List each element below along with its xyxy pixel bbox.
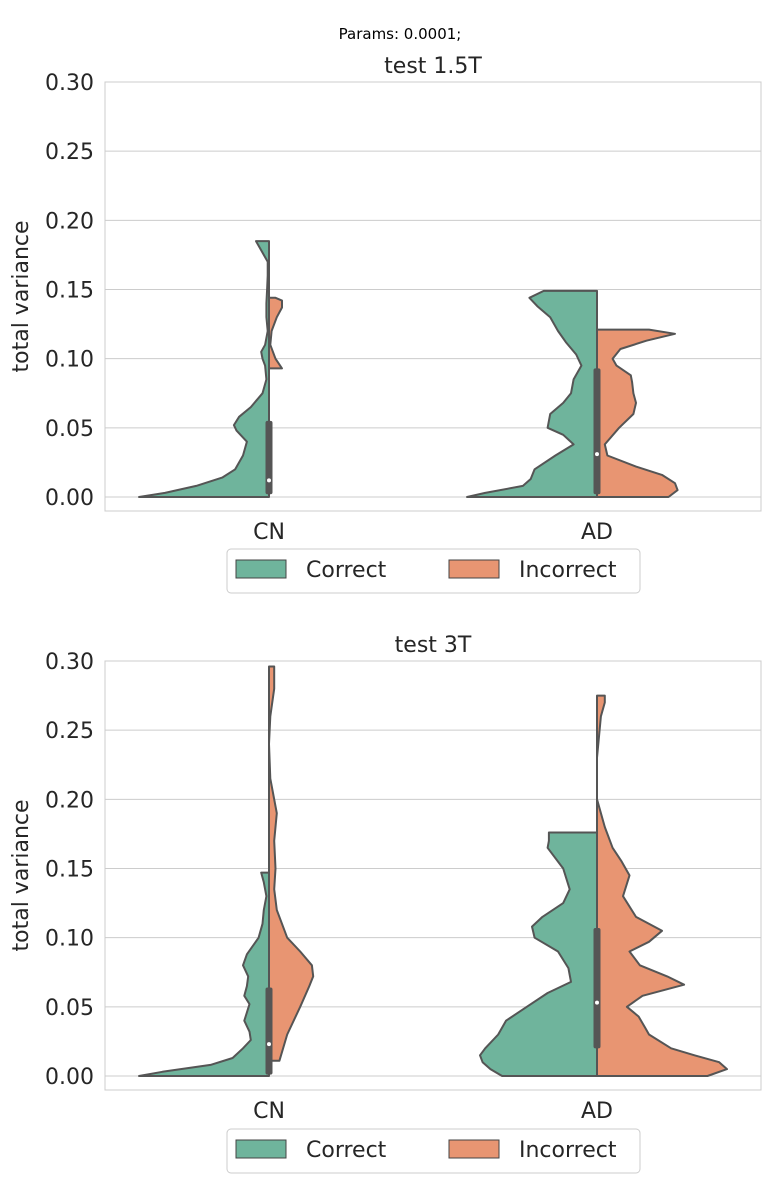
chart-title: test 1.5T [384, 54, 482, 79]
violin-incorrect-CN [268, 665, 315, 1062]
y-tick-label: 0.15 [45, 279, 94, 304]
violin-incorrect-AD [596, 328, 679, 498]
iqr-box-AD [593, 368, 601, 495]
chart-panel-1: 0.00 0.05 0.10 0.15 0.20 0.25 0.30 test 1.5T tot… [9, 54, 762, 594]
y-tick-label: 0.00 [45, 486, 94, 511]
violin-correct-CN [138, 871, 270, 1077]
y-tick-label: 0.05 [45, 417, 94, 442]
chart-panel-2: 0.00 0.05 0.10 0.15 0.20 0.25 0.30 test 3T total… [9, 633, 762, 1174]
y-axis-label: total variance [9, 799, 34, 951]
legend-box [226, 548, 641, 594]
plot-area [104, 660, 762, 1091]
median-marker-AD [595, 452, 599, 457]
iqr-box-CN [265, 420, 273, 495]
x-tick-label: AD [581, 1099, 613, 1124]
y-tick-label: 0.30 [45, 650, 94, 675]
legend: Correct Incorrect [226, 1128, 641, 1174]
legend-swatch-incorrect [448, 1139, 500, 1159]
legend-label-incorrect: Incorrect [519, 558, 617, 583]
iqr-box-CN [265, 987, 273, 1075]
median-marker-AD [595, 1000, 599, 1005]
y-axis-label: total variance [9, 220, 34, 372]
median-marker-CN [267, 478, 271, 483]
legend-label-incorrect: Incorrect [519, 1138, 617, 1163]
panels: 0.00 0.05 0.10 0.15 0.20 0.25 0.30 test 1.5T tot… [9, 54, 762, 1174]
legend-swatch-correct [235, 559, 287, 579]
violin-correct-AD [466, 289, 598, 498]
violin-correct-CN [138, 240, 270, 498]
y-tick-label: 0.10 [45, 927, 94, 952]
y-tick-label: 0.25 [45, 140, 94, 165]
y-tick-label: 0.30 [45, 71, 94, 96]
chart-title: test 3T [395, 633, 472, 658]
legend-box [226, 1128, 641, 1174]
y-tick-label: 0.10 [45, 348, 94, 373]
violin-correct-AD [479, 831, 598, 1077]
figure-suptitle: Params: 0.0001; [339, 25, 462, 43]
y-tick-label: 0.05 [45, 996, 94, 1021]
x-tick-label: CN [253, 520, 285, 545]
legend-swatch-incorrect [448, 559, 500, 579]
y-tick-label: 0.15 [45, 858, 94, 883]
iqr-box-AD [593, 927, 601, 1049]
legend-label-correct: Correct [306, 1138, 387, 1163]
legend-label-correct: Correct [306, 558, 387, 583]
legend: Correct Incorrect [226, 548, 641, 594]
plot-area [104, 81, 762, 512]
x-tick-label: AD [581, 520, 613, 545]
y-tick-label: 0.25 [45, 719, 94, 744]
y-tick-label: 0.00 [45, 1065, 94, 1090]
violin-incorrect-AD [596, 694, 728, 1077]
legend-swatch-correct [235, 1139, 287, 1159]
y-tick-label: 0.20 [45, 788, 94, 813]
x-tick-label: CN [253, 1099, 285, 1124]
median-marker-CN [267, 1042, 271, 1047]
violin-incorrect-CN [268, 296, 283, 370]
y-tick-label: 0.20 [45, 209, 94, 234]
